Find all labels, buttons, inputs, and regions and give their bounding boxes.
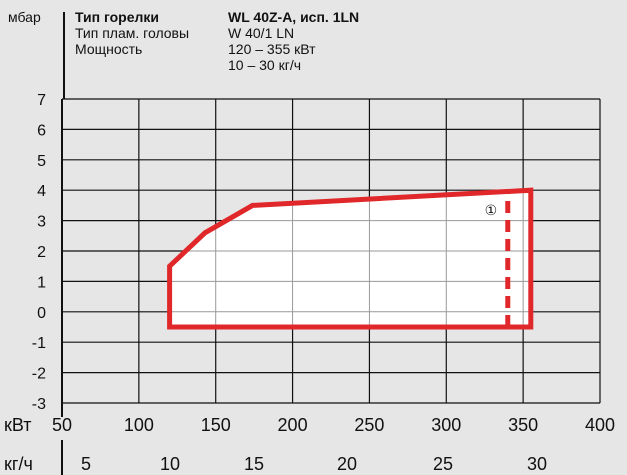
x-tick-label-kgh: 25 xyxy=(433,454,453,474)
header-label: Мощность xyxy=(75,41,142,57)
working-field-fill xyxy=(169,190,531,327)
annotation-marker: ① xyxy=(485,202,498,218)
header-value: W 40/1 LN xyxy=(228,25,294,41)
y-tick-label: -1 xyxy=(32,335,46,352)
y-tick-label: 7 xyxy=(37,92,46,109)
x-axis-label-kw: кВт xyxy=(4,415,32,435)
x-tick-label-kw: 100 xyxy=(124,415,154,435)
header-value: WL 40Z-A, исп. 1LN xyxy=(228,9,359,25)
x-tick-label-kgh: 30 xyxy=(527,454,547,474)
x-tick-label-kgh: 5 xyxy=(81,454,91,474)
y-tick-label: 0 xyxy=(37,305,46,322)
x-tick-label-kw: 50 xyxy=(52,415,72,435)
y-tick-label: 3 xyxy=(37,214,46,231)
x-tick-label-kw: 350 xyxy=(508,415,538,435)
y-tick-label: -3 xyxy=(32,396,46,413)
x-tick-label-kw: 150 xyxy=(201,415,231,435)
x-tick-label-kw: 250 xyxy=(354,415,384,435)
y-tick-label: 5 xyxy=(37,153,46,170)
y-tick-label: -2 xyxy=(32,366,46,383)
x-tick-label-kgh: 10 xyxy=(160,454,180,474)
y-tick-label: 6 xyxy=(37,122,46,139)
header-label: Тип горелки xyxy=(75,9,159,25)
y-tick-label: 1 xyxy=(37,274,46,291)
x-tick-label-kw: 300 xyxy=(431,415,461,435)
working-field-outline xyxy=(167,187,534,330)
x-axis-label-kgh: кг/ч xyxy=(4,454,33,474)
x-tick-label-kw: 400 xyxy=(585,415,615,435)
x-tick-label-kgh: 15 xyxy=(244,454,264,474)
header-value: 120 – 355 кВт xyxy=(228,41,316,57)
header-label: Тип плам. головы xyxy=(75,25,189,41)
y-tick-label: 4 xyxy=(37,183,46,200)
y-tick-label: 2 xyxy=(37,244,46,261)
x-tick-label-kgh: 20 xyxy=(337,454,357,474)
header-value: 10 – 30 кг/ч xyxy=(228,57,301,73)
x-tick-label-kw: 200 xyxy=(278,415,308,435)
y-unit-label: мбар xyxy=(8,9,41,25)
